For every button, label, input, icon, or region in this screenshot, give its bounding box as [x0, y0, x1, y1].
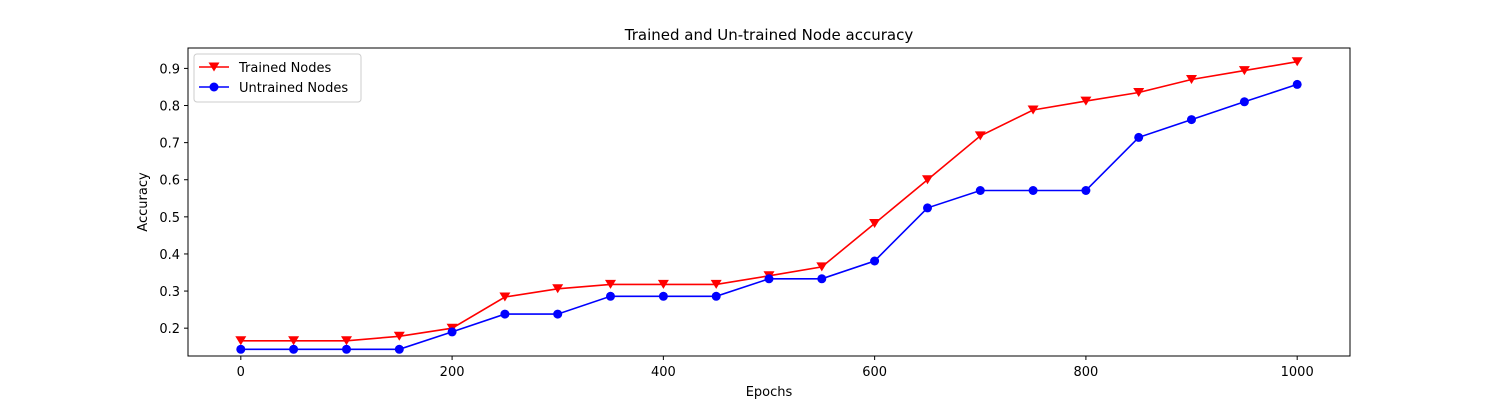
data-point-untrained: [289, 344, 299, 354]
series-line-0: [240, 60, 1298, 342]
x-tick-label: 400: [651, 365, 676, 380]
series-line-1: [240, 83, 1298, 351]
data-point-trained: [1291, 57, 1303, 67]
x-tick-label: 600: [862, 365, 887, 380]
data-point-untrained: [236, 344, 246, 354]
data-point-untrained: [606, 291, 615, 301]
data-point-untrained: [1239, 97, 1249, 107]
data-point-untrained: [1187, 115, 1196, 125]
data-point-trained: [816, 262, 828, 272]
legend: Trained Nodes Untrained Nodes: [193, 53, 362, 103]
legend-marker-trained: [208, 62, 220, 72]
data-point-trained: [657, 279, 669, 289]
data-point-untrained: [394, 344, 404, 354]
data-point-trained: [341, 336, 352, 346]
data-point-trained: [605, 279, 616, 289]
data-point-untrained: [817, 274, 827, 284]
data-point-untrained: [870, 256, 880, 266]
legend-label-trained: Trained Nodes: [238, 61, 332, 76]
data-point-untrained: [553, 309, 563, 319]
data-point-trained: [869, 219, 881, 228]
data-point-untrained: [1081, 186, 1091, 195]
data-point-trained: [499, 292, 511, 302]
data-point-untrained: [342, 344, 351, 354]
y-tick-label: 0.9: [159, 62, 180, 77]
legend-marker-untrained: [209, 82, 219, 92]
data-point-trained: [1238, 66, 1250, 76]
data-point-untrained: [500, 309, 510, 319]
chart-title: Trained and Un-trained Node accuracy: [624, 26, 914, 44]
x-tick-label: 200: [440, 365, 465, 380]
data-point-untrained: [711, 291, 721, 301]
data-point-trained: [1080, 96, 1092, 106]
data-point-untrained: [1292, 79, 1302, 89]
data-point-untrained: [1028, 186, 1038, 195]
x-tick-label: 800: [1073, 365, 1098, 380]
legend-label-untrained: Untrained Nodes: [239, 81, 348, 96]
x-tick-label: 0: [237, 365, 245, 380]
y-axis-label: Accuracy: [136, 172, 151, 232]
y-tick-label: 0.4: [159, 248, 180, 263]
y-tick-label: 0.2: [159, 322, 180, 337]
y-tick-label: 0.7: [159, 137, 180, 152]
data-point-trained: [710, 279, 722, 289]
plot-area-frame: [187, 47, 1351, 357]
data-point-untrained: [1134, 132, 1144, 142]
data-point-untrained: [923, 203, 932, 213]
data-point-trained: [974, 131, 986, 141]
data-point-trained: [393, 331, 405, 341]
axis-ticks: 0 200 400 600 800 1000 0.2 0.3 0.4 0.5 0.6 0.7 0.8 0.…: [159, 62, 1313, 380]
plot-series: [235, 57, 1303, 354]
data-point-trained: [1186, 75, 1197, 84]
data-point-trained: [1133, 88, 1145, 97]
data-point-trained: [288, 336, 300, 346]
data-point-trained: [922, 175, 933, 185]
data-point-trained: [235, 336, 247, 346]
data-point-untrained: [658, 291, 668, 301]
data-point-untrained: [447, 327, 457, 337]
y-tick-label: 0.5: [159, 211, 180, 226]
y-tick-label: 0.6: [159, 174, 180, 189]
data-point-untrained: [764, 274, 774, 284]
y-tick-label: 0.8: [159, 100, 180, 115]
x-tick-label: 1000: [1281, 365, 1314, 380]
legend-frame: [193, 53, 362, 103]
data-point-trained: [1027, 105, 1039, 115]
data-point-untrained: [975, 186, 985, 195]
x-axis-label: Epochs: [746, 385, 793, 400]
y-tick-label: 0.3: [159, 285, 180, 300]
data-point-trained: [552, 284, 564, 294]
